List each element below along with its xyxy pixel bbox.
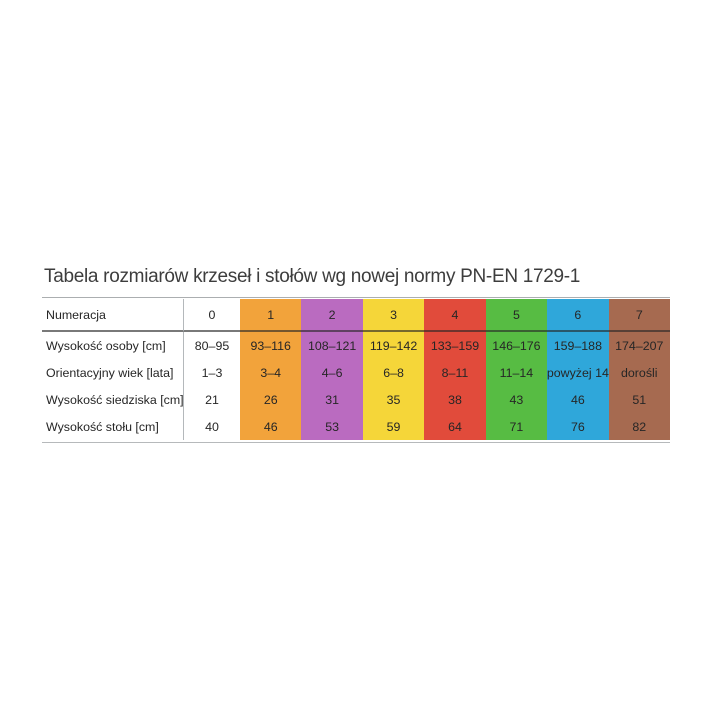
table-cell: 31 [301,386,363,413]
table-cell: dorośli [608,359,670,386]
row-label-wysokosc-siedziska: Wysokość siedziska [cm] [46,392,183,407]
header-cell-numeracja: Numeracja [42,299,183,332]
row-label-orientacyjny-wiek: Orientacyjny wiek [lata] [46,365,174,380]
table-cell: 4–6 [301,359,363,386]
table-cell: 119–142 [362,332,425,359]
row-label-wysokosc-stolu: Wysokość stołu [cm] [46,419,159,434]
table-cell: 6–8 [362,359,425,386]
table-cell: 11–14 [485,359,548,386]
table-title: Tabela rozmiarów krzeseł i stołów wg now… [44,266,581,287]
table-cell: 59 [362,413,425,440]
table-cell: 46 [547,386,609,413]
table-cell: 43 [485,386,548,413]
table-cell: 93–116 [240,332,302,359]
header-cell-size-7: 7 [608,299,670,332]
header-cell-size-5: 5 [485,299,548,332]
table-cell: 38 [424,386,486,413]
table-cell: 76 [547,413,609,440]
table-cell: 174–207 [608,332,670,359]
table-cell: 40 [183,413,240,440]
table-cell: 1–3 [183,359,240,386]
table-cell: 133–159 [424,332,486,359]
table-cell: 26 [240,386,302,413]
header-cell-size-0: 0 [183,299,240,332]
table-cell: 146–176 [485,332,548,359]
header-cell-size-4: 4 [424,299,486,332]
table-cell: 53 [301,413,363,440]
row-label-wysokosc-osoby: Wysokość osoby [cm] [46,338,166,353]
table-cell: 82 [608,413,670,440]
size-table: Numeracja 0 1 2 3 4 5 6 7 Wysokość osoby… [42,297,670,443]
table-cell: 46 [240,413,302,440]
header-cell-size-2: 2 [301,299,363,332]
table-cell: 159–188 [547,332,609,359]
table-cell: 3–4 [240,359,302,386]
table-cell: 35 [362,386,425,413]
table-cell: 21 [183,386,240,413]
table-cell: 108–121 [301,332,363,359]
table-cell: 80–95 [183,332,240,359]
header-cell-size-6: 6 [547,299,609,332]
header-cell-size-1: 1 [240,299,302,332]
table-cell: 8–11 [424,359,486,386]
table-cell: 64 [424,413,486,440]
table-cell: 51 [608,386,670,413]
table-cell: powyżej 14 [547,359,609,386]
table-cell: 71 [485,413,548,440]
header-cell-size-3: 3 [362,299,425,332]
